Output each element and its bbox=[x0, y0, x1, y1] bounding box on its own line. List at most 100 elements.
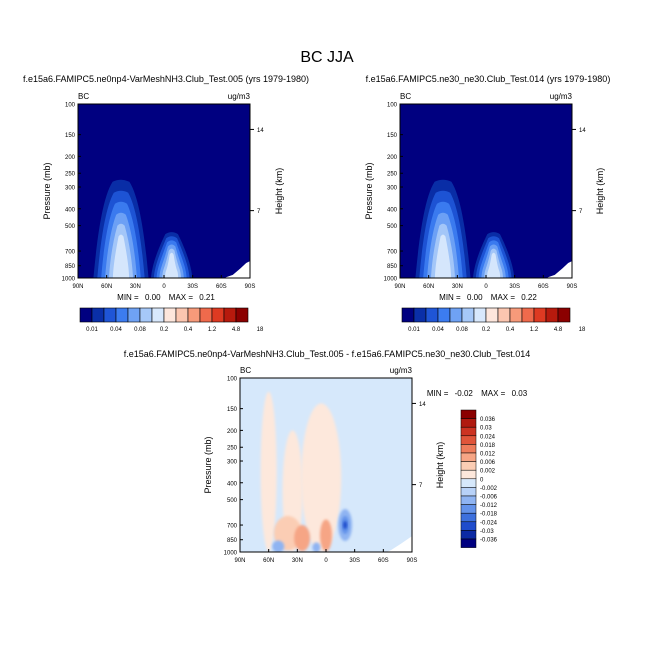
colorbar-label: 0.012 bbox=[480, 452, 496, 458]
colorbar-label: 0.08 bbox=[456, 327, 468, 333]
colorbar-label: 0.036 bbox=[480, 417, 496, 423]
contour-band bbox=[487, 252, 501, 278]
colorbar-swatch bbox=[413, 307, 427, 323]
colorbar-swatch bbox=[521, 307, 535, 323]
colorbar-label: 0.4 bbox=[506, 327, 515, 333]
panel-3-stats: MIN = -0.02 MAX = 0.03 bbox=[427, 389, 528, 398]
panel-1-var-label: BC bbox=[78, 92, 89, 101]
panel-3: f.e15a6.FAMIPC5.ne0np4-VarMeshNH3.Club_T… bbox=[124, 349, 531, 564]
panel-3-x-ticks: 90N 60N 30N 0 30S 60S 90S bbox=[234, 549, 417, 564]
colorbar-label: 0.08 bbox=[134, 327, 146, 333]
colorbar-label: 1.2 bbox=[208, 327, 217, 333]
panel-3-y2-ticks: 14 7 bbox=[412, 402, 426, 489]
panel-3-min-value: -0.02 bbox=[455, 389, 474, 398]
colorbar-swatch bbox=[235, 307, 249, 323]
colorbar-label: 0.01 bbox=[408, 327, 420, 333]
x-tick-label: 30S bbox=[349, 558, 360, 564]
colorbar-label: 4.8 bbox=[554, 327, 563, 333]
colorbar-swatch bbox=[437, 307, 451, 323]
y-tick-label: 300 bbox=[227, 460, 238, 466]
x-tick-label: 30N bbox=[130, 284, 141, 290]
y-tick-label: 400 bbox=[65, 207, 76, 213]
colorbar-swatch bbox=[460, 409, 477, 419]
colorbar-swatch bbox=[460, 444, 477, 454]
x-tick-label: 90S bbox=[567, 284, 578, 290]
panel-3-min-label: MIN = bbox=[427, 389, 449, 398]
colorbar-label: -0.03 bbox=[480, 529, 494, 535]
x-tick-label: 60S bbox=[216, 284, 227, 290]
colorbar-label: -0.006 bbox=[480, 495, 498, 501]
negative-region bbox=[343, 521, 348, 530]
y-tick-label: 850 bbox=[65, 264, 76, 270]
colorbar-label: 0.04 bbox=[432, 327, 444, 333]
colorbar-swatch bbox=[460, 512, 477, 523]
x-tick-label: 60N bbox=[101, 284, 112, 290]
colorbar-swatch bbox=[461, 307, 475, 323]
colorbar-swatch bbox=[460, 426, 477, 437]
contour-band bbox=[165, 252, 179, 278]
panel-1-x-ticks: 90N 60N 30N 0 30S 60S 90S bbox=[72, 275, 255, 290]
colorbar-swatch bbox=[460, 495, 477, 505]
panel-2-max-label: MAX = bbox=[491, 293, 516, 302]
panel-2-title: f.e15a6.FAMIPC5.ne30_ne30.Club_Test.014 … bbox=[366, 74, 611, 84]
colorbar-swatch bbox=[460, 504, 477, 514]
y-tick-label: 1000 bbox=[62, 277, 76, 283]
y-tick-label: 1000 bbox=[384, 277, 398, 283]
colorbar-swatch bbox=[460, 435, 477, 445]
y-tick-label: 500 bbox=[227, 498, 238, 504]
colorbar-label: 1.2 bbox=[530, 327, 539, 333]
panel-2-y-ticks: 100 150 200 250 300 400 500 700 850 1000 bbox=[384, 103, 403, 283]
y-tick-label: 200 bbox=[387, 155, 398, 161]
colorbar-label: -0.018 bbox=[480, 512, 498, 518]
panel-1-title: f.e15a6.FAMIPC5.ne0np4-VarMeshNH3.Club_T… bbox=[23, 74, 309, 84]
panel-2-x-ticks: 90N 60N 30N 0 30S 60S 90S bbox=[394, 275, 577, 290]
colorbar-swatch bbox=[533, 307, 547, 323]
panel-3-y-ticks: 100 150 200 250 300 400 500 700 850 1000 bbox=[224, 377, 243, 557]
panel-3-var-label: BC bbox=[240, 366, 251, 375]
y2-tick-label: 7 bbox=[419, 483, 423, 489]
colorbar-swatch bbox=[115, 307, 129, 323]
colorbar-swatch bbox=[91, 307, 105, 323]
x-tick-label: 30S bbox=[509, 284, 520, 290]
y-tick-label: 250 bbox=[65, 172, 76, 178]
panel-3-colorbar: 0.036 0.03 0.024 0.018 0.012 0.006 0.002 0 -0.00… bbox=[460, 409, 498, 548]
colorbar-swatch bbox=[139, 307, 153, 323]
colorbar-swatch bbox=[557, 307, 571, 323]
x-tick-label: 30N bbox=[292, 558, 303, 564]
colorbar-label: -0.012 bbox=[480, 503, 498, 509]
panel-2-y2-ticks: 14 7 bbox=[572, 128, 586, 215]
x-tick-label: 90N bbox=[72, 284, 83, 290]
y-tick-label: 250 bbox=[227, 446, 238, 452]
y-tick-label: 850 bbox=[227, 538, 238, 544]
colorbar-swatch bbox=[151, 307, 165, 323]
x-tick-label: 90N bbox=[394, 284, 405, 290]
colorbar-label: 0.2 bbox=[482, 327, 491, 333]
colorbar-swatch bbox=[460, 530, 477, 540]
panel-2-units: ug/m3 bbox=[550, 92, 573, 101]
panel-2-field bbox=[400, 104, 572, 278]
x-tick-label: 90S bbox=[407, 558, 418, 564]
x-tick-label: 0 bbox=[324, 558, 328, 564]
y-tick-label: 150 bbox=[387, 133, 398, 139]
y-tick-label: 200 bbox=[227, 429, 238, 435]
panel-1-units: ug/m3 bbox=[228, 92, 251, 101]
panel-2-var-label: BC bbox=[400, 92, 411, 101]
colorbar-swatch bbox=[199, 307, 213, 323]
colorbar-swatch bbox=[497, 307, 511, 323]
surface-mask bbox=[386, 536, 412, 552]
colorbar-swatch bbox=[449, 307, 463, 323]
colorbar-label: 18 bbox=[257, 327, 264, 333]
y-tick-label: 100 bbox=[227, 377, 238, 383]
x-tick-label: 60N bbox=[423, 284, 434, 290]
y-tick-label: 300 bbox=[65, 186, 76, 192]
panel-1-ylabel: Pressure (mb) bbox=[42, 162, 52, 219]
colorbar-swatch bbox=[211, 307, 225, 323]
y-tick-label: 100 bbox=[65, 103, 76, 109]
panel-3-units: ug/m3 bbox=[390, 366, 413, 375]
colorbar-swatch bbox=[460, 452, 477, 462]
colorbar-label: 4.8 bbox=[232, 327, 241, 333]
panel-1-max-label: MAX = bbox=[169, 293, 194, 302]
panel-2-min-value: 0.00 bbox=[467, 293, 483, 302]
colorbar-swatch bbox=[187, 307, 201, 323]
colorbar-label: -0.036 bbox=[480, 538, 498, 544]
